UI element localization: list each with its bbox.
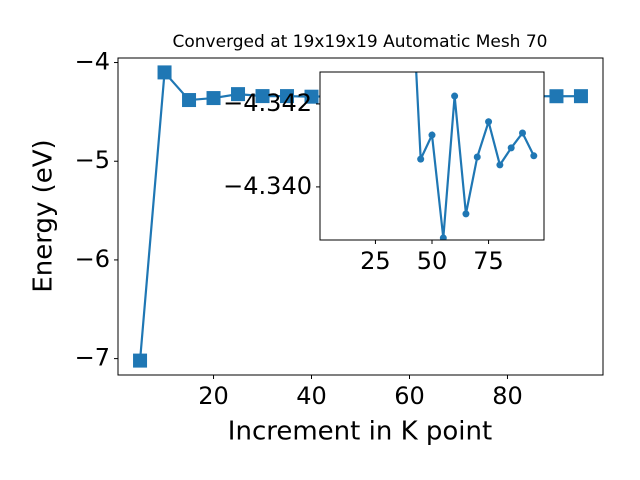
marker [573,89,588,104]
x-tick-label: 25 [360,247,391,275]
marker [231,87,246,102]
y-tick-label: −4 [75,48,110,76]
marker [519,129,527,137]
x-tick-label: 80 [492,382,523,410]
marker [417,155,425,163]
y-tick-label: −7 [75,344,110,372]
marker [473,153,481,161]
y-tick-label: −4.340 [223,172,312,200]
y-tick-label: −6 [75,245,110,273]
x-tick-label: 40 [296,382,327,410]
chart-title: Converged at 19x19x19 Automatic Mesh 70 [173,32,548,52]
marker [549,89,564,104]
marker [530,152,538,160]
x-tick-label: 75 [473,247,504,275]
marker [462,210,470,218]
marker [507,144,515,152]
axes-frame [117,57,604,376]
marker [428,131,436,139]
marker [157,65,172,80]
plot-clip [415,72,538,240]
marker [496,161,504,169]
marker [280,89,295,104]
x-tick-label: 60 [394,382,425,410]
marker [439,234,447,240]
y-tick-label: −4.342 [223,89,312,117]
marker [304,89,319,104]
marker [206,91,221,106]
y-tick-label: −5 [75,146,110,174]
marker [182,93,197,108]
marker [451,92,459,100]
plot-area [320,72,544,240]
x-tick-label: 50 [417,247,448,275]
x-axis-label: Increment in K point [228,417,492,447]
y-axis-label: Energy (eV) [29,139,59,292]
x-tick-label: 20 [198,382,229,410]
marker [255,89,270,104]
marker [485,118,493,126]
marker [133,353,148,368]
